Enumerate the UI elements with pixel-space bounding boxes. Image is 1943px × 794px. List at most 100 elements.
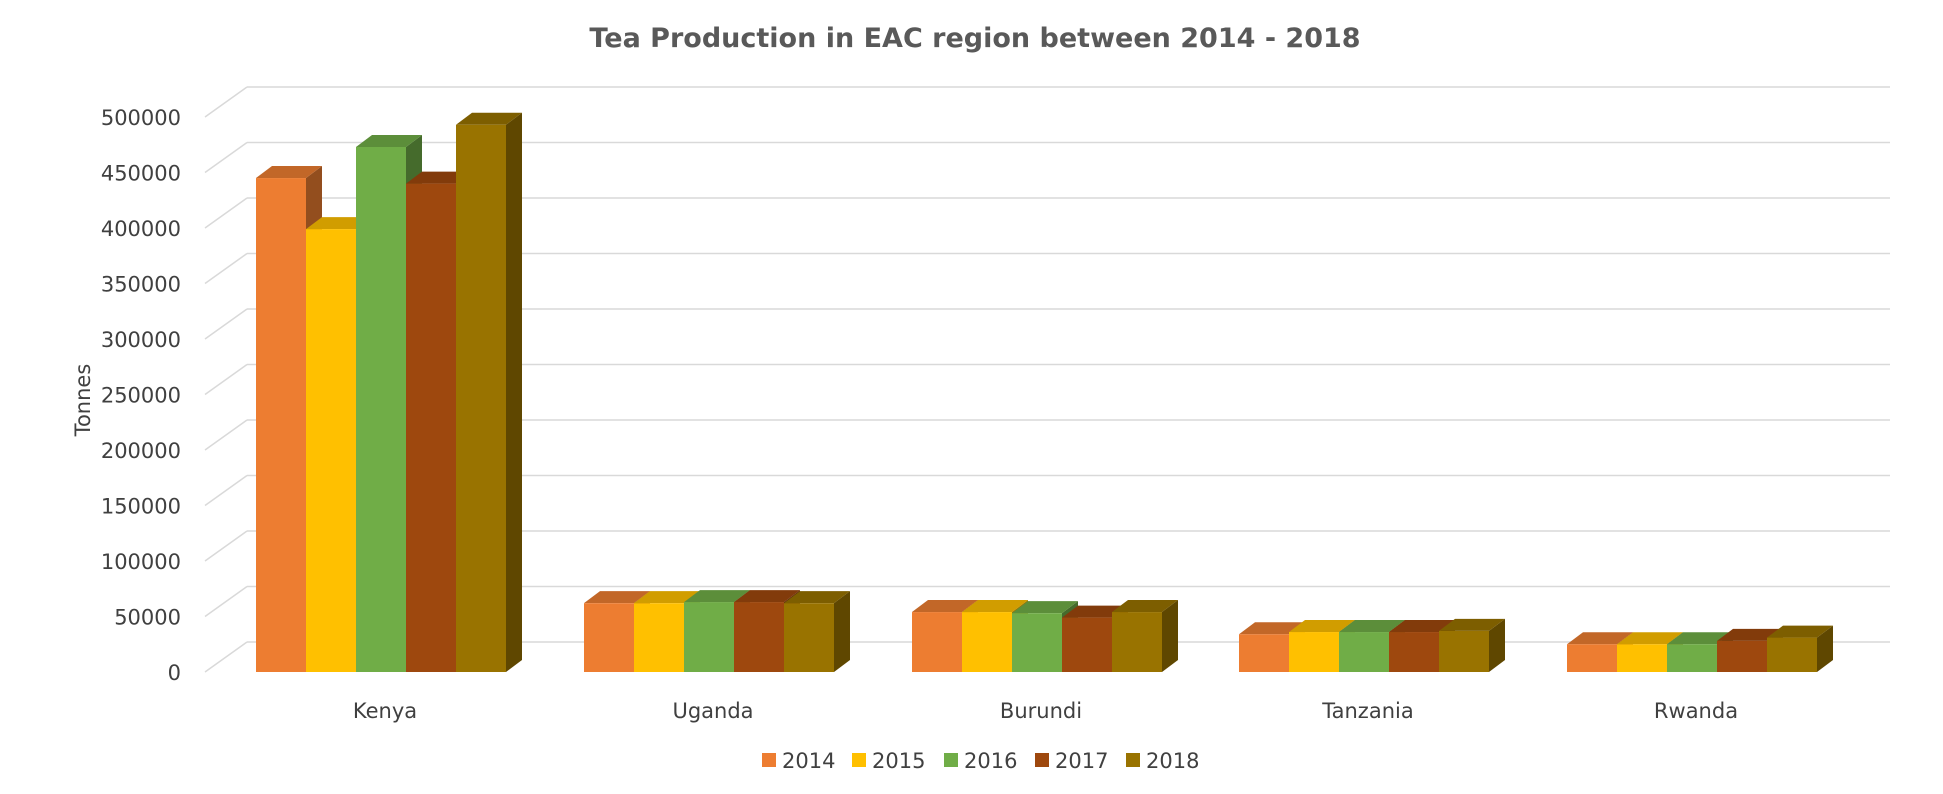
bar-top [1339,620,1405,633]
y-tick-label: 100000 [101,550,181,574]
bar-front [784,603,834,672]
bar-top [1767,625,1833,638]
bar-front [256,178,306,673]
bar-front [1389,632,1439,672]
legend-swatch [944,753,958,767]
gridline-depth [204,530,248,562]
bar-burundi-2018 [1112,600,1178,672]
legend: 2014 2015 2016 2017 2018 [762,749,1199,773]
bar-side [1817,625,1833,672]
bar-top [1439,618,1505,631]
legend-item-2018: 2018 [1126,749,1199,773]
bar-front [1289,632,1339,672]
gridline-depth [204,474,248,507]
y-tick-label: 350000 [101,273,181,297]
bar-top [1062,605,1128,618]
y-tick-label: 50000 [114,606,181,630]
bar-top [912,600,978,613]
bar-front [684,602,734,672]
legend-label: 2017 [1055,749,1108,773]
x-axis-categories: Kenya Uganda Burundi Tanzania Rwanda [353,699,1738,723]
legend-item-2016: 2016 [944,749,1017,773]
bar-front [1012,613,1062,672]
gridline-depth [204,419,248,451]
x-category-label: Kenya [353,699,417,723]
bar-top [1667,632,1733,645]
chart-title: Tea Production in EAC region between 201… [589,23,1360,54]
bar-side [1489,618,1505,672]
legend-item-2017: 2017 [1035,749,1108,773]
x-category-label: Tanzania [1321,699,1413,723]
gridline-depth [204,585,248,618]
gridline-depth [204,641,248,673]
bar-front [1617,644,1667,672]
legend-label: 2016 [964,749,1017,773]
legend-swatch [852,753,866,767]
bar-top [306,217,372,230]
gridline-depth [204,252,248,285]
bar-top [1567,632,1633,645]
y-tick-label: 500000 [101,106,181,130]
bar-rwanda-2018 [1767,625,1833,672]
bar-top [784,591,850,604]
bars [256,112,1833,673]
bar-front [406,183,456,672]
bar-side [834,591,850,672]
bar-front [306,229,356,673]
bar-top [1617,632,1683,645]
bar-top [256,166,322,179]
bar-side [1162,600,1178,672]
bar-top [1112,600,1178,613]
bar-side [506,112,522,672]
bar-kenya-2018 [456,112,522,672]
legend-swatch [1035,753,1049,767]
legend-label: 2015 [872,749,925,773]
y-axis-ticks: 0 50000 100000 150000 200000 250000 300000 3500… [101,106,181,685]
y-tick-label: 200000 [101,439,181,463]
bar-front [1567,644,1617,672]
bar-front [734,602,784,672]
bar-front [1717,640,1767,672]
gridline-depth [204,197,248,229]
bar-top [356,134,422,147]
bar-front [1767,637,1817,672]
bar-top [456,112,522,125]
legend-item-2014: 2014 [762,749,835,773]
bar-top [1289,620,1355,633]
legend-label: 2018 [1146,749,1199,773]
bar-front [456,124,506,672]
gridline-depth [204,86,248,118]
bar-top [734,590,800,603]
gridline-depth [204,363,248,396]
legend-swatch [762,753,776,767]
legend-label: 2014 [782,749,835,773]
bar-front [912,612,962,672]
bar-top [1389,620,1455,633]
bar-front [584,603,634,672]
y-tick-label: 300000 [101,328,181,352]
bar-front [1439,630,1489,672]
bar-top [634,591,700,604]
y-tick-label: 0 [168,661,181,685]
x-category-label: Rwanda [1654,699,1738,723]
legend-swatch [1126,753,1140,767]
bar-front [634,603,684,672]
y-tick-label: 250000 [101,384,181,408]
bar-top [684,590,750,603]
bar-tanzania-2018 [1439,618,1505,672]
y-axis-title: Tonnes [71,364,95,438]
bar-uganda-2018 [784,591,850,672]
bar-top [962,600,1028,613]
y-tick-label: 150000 [101,495,181,519]
x-category-label: Uganda [672,699,753,723]
x-category-label: Burundi [1000,699,1082,723]
y-tick-label: 400000 [101,217,181,241]
bar-front [1062,617,1112,672]
bar-front [1339,632,1389,672]
bar-top [584,591,650,604]
bar-front [356,146,406,673]
legend-item-2015: 2015 [852,749,925,773]
bar-top [1717,628,1783,641]
bar-front [1239,634,1289,672]
